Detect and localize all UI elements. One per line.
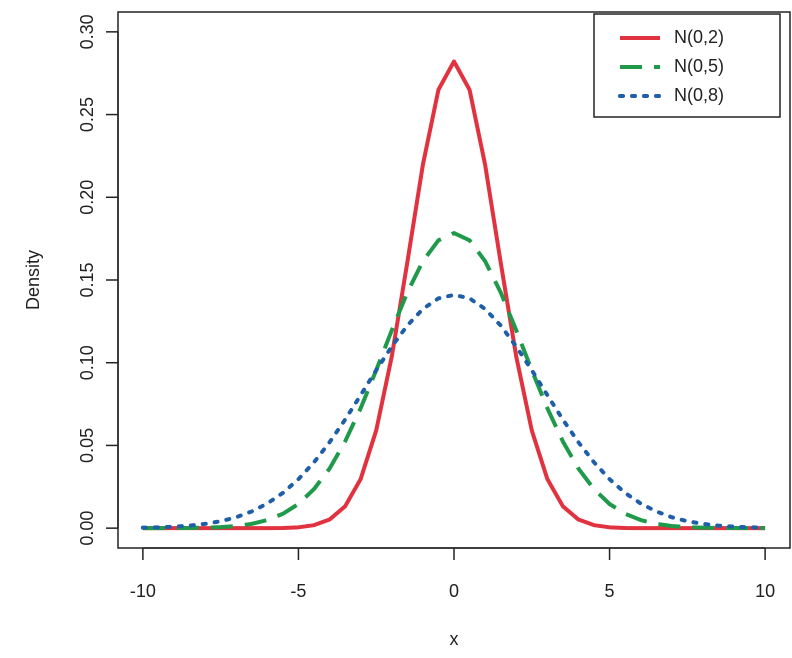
y-axis-label: Density [23, 250, 43, 310]
series-line [140, 292, 768, 530]
series-line [142, 231, 766, 531]
legend-label: N(0,8) [674, 85, 724, 105]
series-line [142, 59, 766, 531]
x-tick-label: 10 [755, 581, 775, 601]
y-tick-label: 0.05 [77, 428, 97, 463]
y-tick-label: 0.10 [77, 345, 97, 380]
y-tick-label: 0.25 [77, 97, 97, 132]
y-tick-label: 0.00 [77, 511, 97, 546]
y-tick-label: 0.30 [77, 14, 97, 49]
x-tick-label: 0 [449, 581, 459, 601]
x-tick-label: -10 [130, 581, 156, 601]
y-tick-label: 0.20 [77, 180, 97, 215]
x-tick-label: -5 [290, 581, 306, 601]
legend-label: N(0,2) [674, 27, 724, 47]
x-axis-label: x [450, 629, 459, 649]
legend-label: N(0,5) [674, 56, 724, 76]
x-tick-label: 5 [605, 581, 615, 601]
y-tick-label: 0.15 [77, 262, 97, 297]
